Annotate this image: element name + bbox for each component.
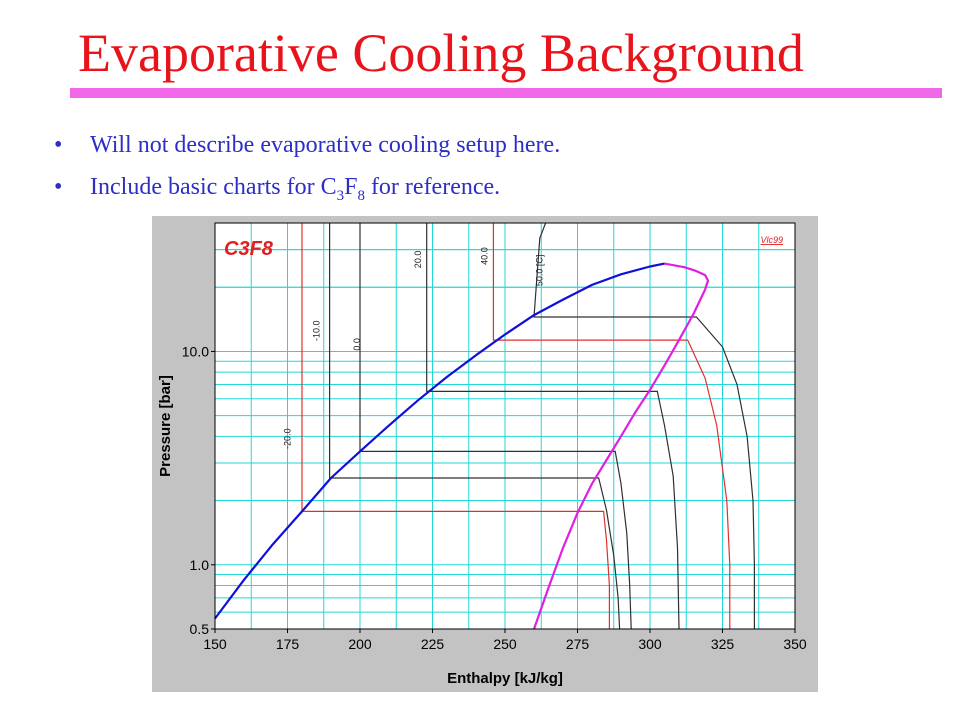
isotherm-line	[492, 223, 731, 629]
x-tick-label: 350	[783, 636, 807, 652]
bullet-subscript: 3	[336, 187, 345, 204]
chart-title: C3F8	[224, 238, 274, 260]
pressure-enthalpy-chart: -20.0 -10.0 0.0 20.0 40.0 50.0 [C] 150 175 200 22…	[157, 222, 807, 687]
x-tick-label: 150	[203, 636, 227, 652]
y-axis-label: Pressure [bar]	[157, 375, 174, 477]
page-title: Evaporative Cooling Background	[78, 23, 804, 83]
y-tick-label: 1.0	[190, 557, 210, 573]
isotherm-label: -20.0	[282, 428, 292, 449]
bullet-text: Will not describe evaporative cooling se…	[90, 132, 561, 158]
isotherm-label: 50.0 [C]	[535, 255, 545, 287]
isotherm-label: 40.0	[480, 247, 490, 265]
bullet-list: • Will not describe evaporative cooling …	[52, 132, 560, 216]
y-tick-label: 10.0	[182, 343, 209, 359]
x-tick-label: 325	[711, 636, 735, 652]
bullet-text-part: F	[344, 174, 358, 200]
series-line-saturated-liquid	[214, 262, 665, 620]
x-tick-label: 225	[421, 636, 445, 652]
x-tick-label: 175	[276, 636, 300, 652]
bullet-item: • Include basic charts for C3F8 for refe…	[52, 174, 560, 216]
x-axis-label: Enthalpy [kJ/kg]	[447, 670, 563, 687]
y-tick-label: 0.5	[190, 621, 210, 637]
bullet-dot-icon: •	[54, 174, 63, 200]
x-tick-label: 250	[493, 636, 517, 652]
isotherm-label: 20.0	[413, 251, 423, 269]
isotherm-line	[426, 223, 680, 630]
bullet-item: • Will not describe evaporative cooling …	[52, 132, 560, 174]
chart-panel: -20.0 -10.0 0.0 20.0 40.0 50.0 [C] 150 175 200 22…	[152, 216, 818, 692]
isotherm-line	[533, 222, 755, 629]
x-tick-label: 300	[638, 636, 662, 652]
bullet-dot-icon: •	[54, 132, 63, 158]
x-tick-label: 200	[348, 636, 372, 652]
x-tick-label: 275	[566, 636, 590, 652]
bullet-subscript: 8	[357, 187, 365, 204]
bullet-text-part: for reference.	[364, 174, 501, 200]
isotherm-label: -10.0	[311, 321, 321, 342]
isotherm-line	[301, 223, 610, 629]
series-line-saturated-vapor	[532, 262, 710, 630]
chart-watermark: Vlc99	[760, 235, 783, 245]
isotherm-label: 0.0	[352, 338, 362, 351]
bullet-text-part: Include basic charts for C	[90, 174, 337, 200]
title-underline	[70, 88, 942, 98]
